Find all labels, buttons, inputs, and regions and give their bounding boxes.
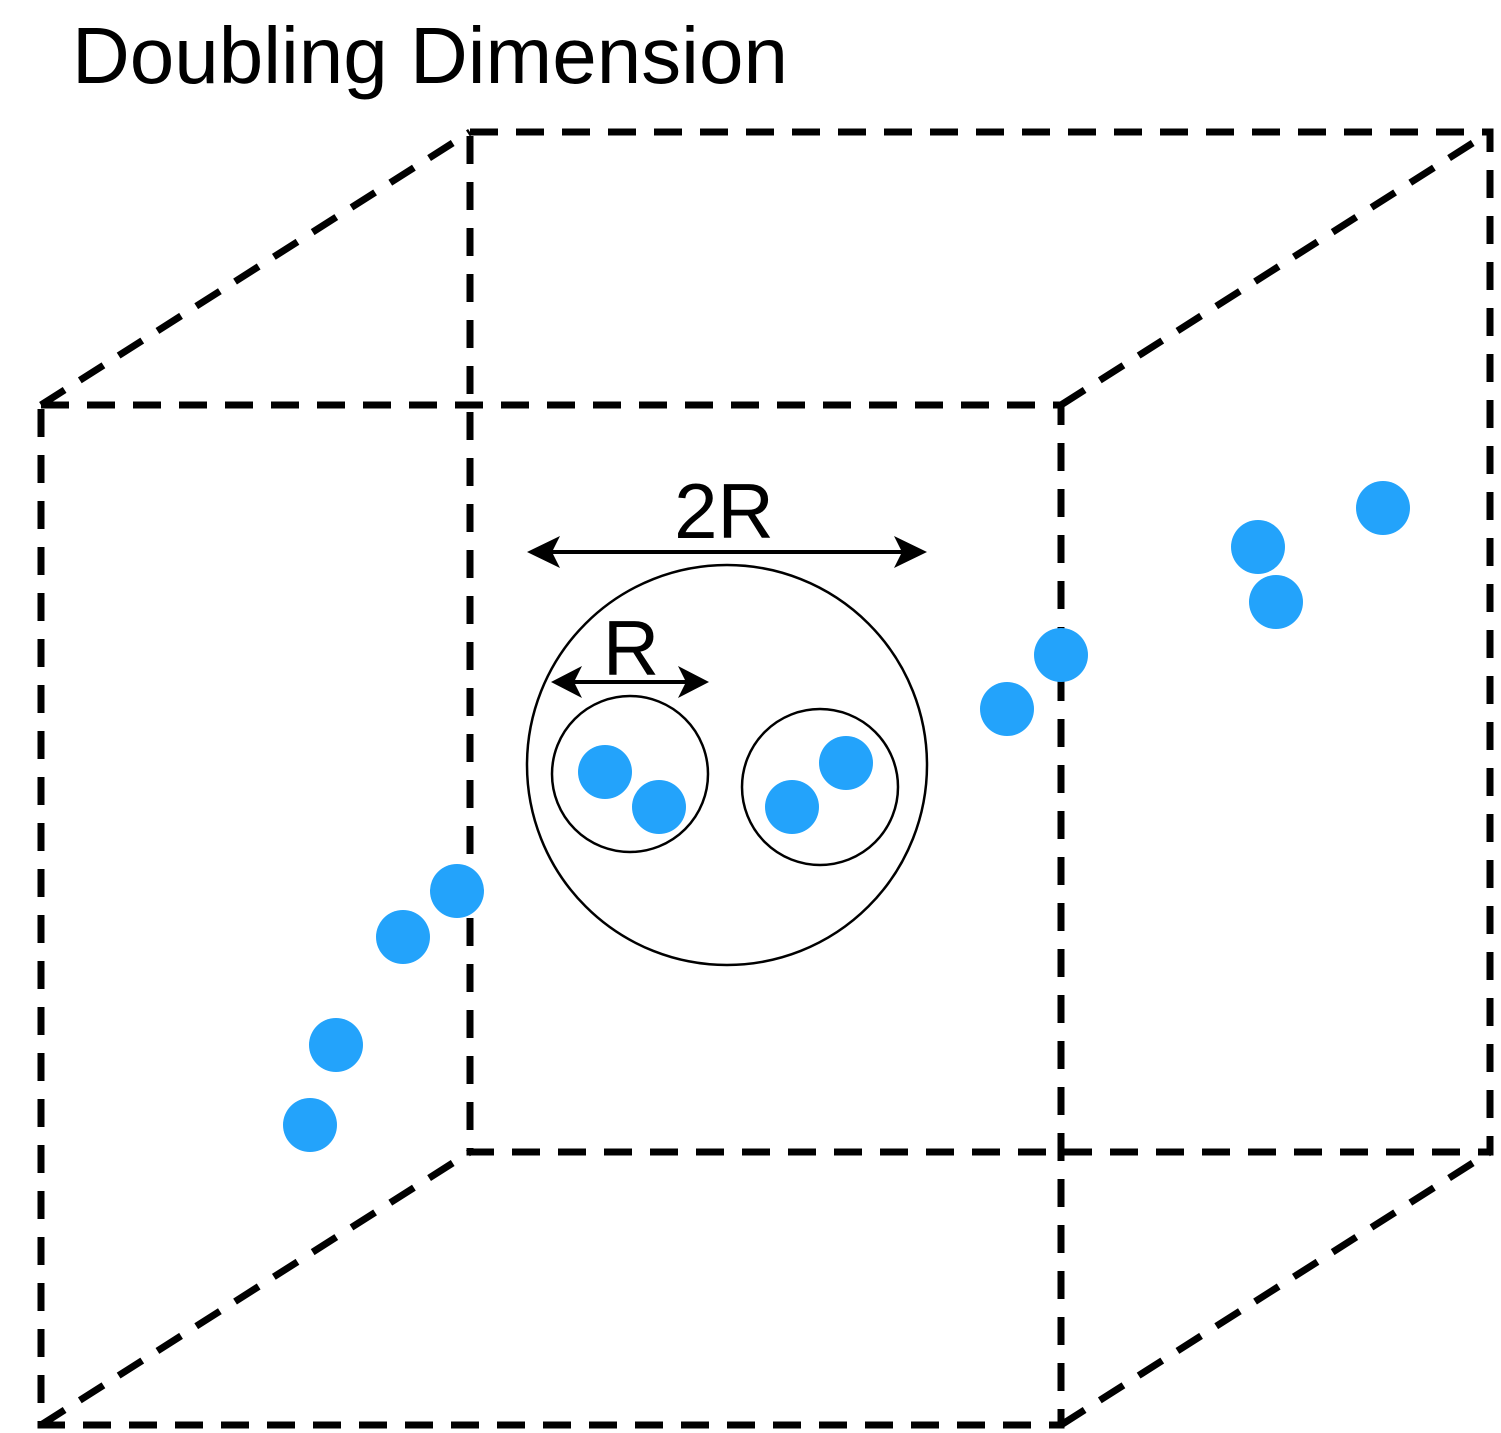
inner-ball-left: [550, 694, 710, 854]
data-point: [1356, 481, 1410, 535]
radius-arrow: [551, 666, 709, 698]
outer-ball: [525, 563, 929, 967]
edge-bottom-left: [39, 1149, 472, 1428]
data-point: [1034, 628, 1088, 682]
diameter-arrow: [527, 536, 927, 568]
data-point: [430, 864, 484, 918]
data-point: [283, 1098, 337, 1152]
label-2r: 2R: [674, 467, 774, 555]
data-point: [376, 910, 430, 964]
edge-top-left: [39, 129, 472, 408]
data-point: [632, 780, 686, 834]
data-point: [980, 682, 1034, 736]
edge-bottom-right: [1059, 1149, 1492, 1428]
data-point: [819, 736, 873, 790]
data-point: [309, 1018, 363, 1072]
label-r: R: [603, 604, 659, 692]
data-point: [578, 745, 632, 799]
back-face: [466, 128, 1494, 1156]
data-points: [283, 481, 1410, 1152]
inner-ball-right: [740, 707, 900, 867]
data-point: [1249, 575, 1303, 629]
edge-top-right: [1059, 129, 1492, 408]
diagram-title: Doubling Dimension: [72, 11, 788, 100]
front-face: [37, 401, 1065, 1429]
data-point: [765, 780, 819, 834]
data-point: [1231, 520, 1285, 574]
